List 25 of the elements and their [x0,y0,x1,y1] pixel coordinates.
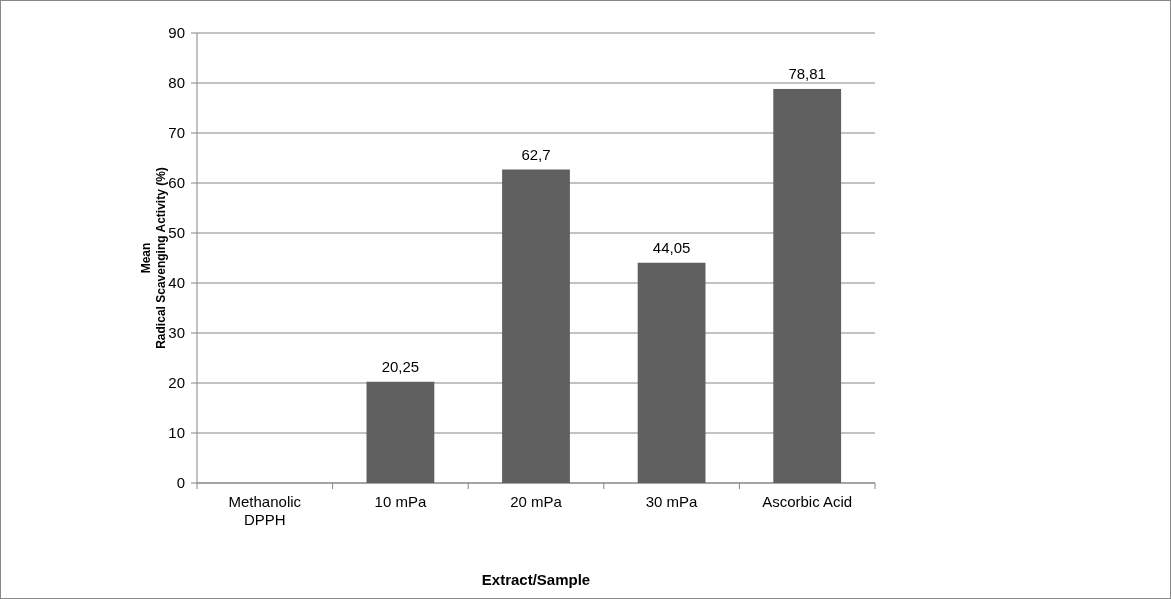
data-label: 62,7 [521,145,551,163]
y-tick-label: 80 [168,74,185,92]
y-tick-label: 30 [168,324,185,342]
y-tick-label: 10 [168,424,185,442]
x-tick-label: Methanolic DPPH [228,493,302,528]
bar [366,381,435,483]
data-label: 44,05 [652,238,691,256]
x-axis-title: Extract/Sample [481,571,591,588]
bar [637,262,706,483]
y-tick-label: 90 [168,24,185,42]
x-tick-label: 30 mPa [645,493,699,510]
y-tick-label: 20 [168,374,185,392]
x-tick-label: 20 mPa [510,493,563,510]
data-label: 78,81 [788,64,826,82]
x-tick-label: Ascorbic Acid [762,493,853,510]
y-tick-label: 0 [176,474,185,492]
bar [502,169,570,483]
y-tick-label: 50 [168,224,185,242]
x-tick-label: 10 mPa [374,493,427,510]
bar [773,88,842,483]
y-axis-title: Mean Radical Scavenging Activity (%) [139,167,168,349]
y-tick-label: 60 [168,174,185,192]
y-tick-label: 40 [168,274,185,292]
y-tick-label: 70 [168,124,185,142]
data-label: 20,25 [381,357,420,375]
